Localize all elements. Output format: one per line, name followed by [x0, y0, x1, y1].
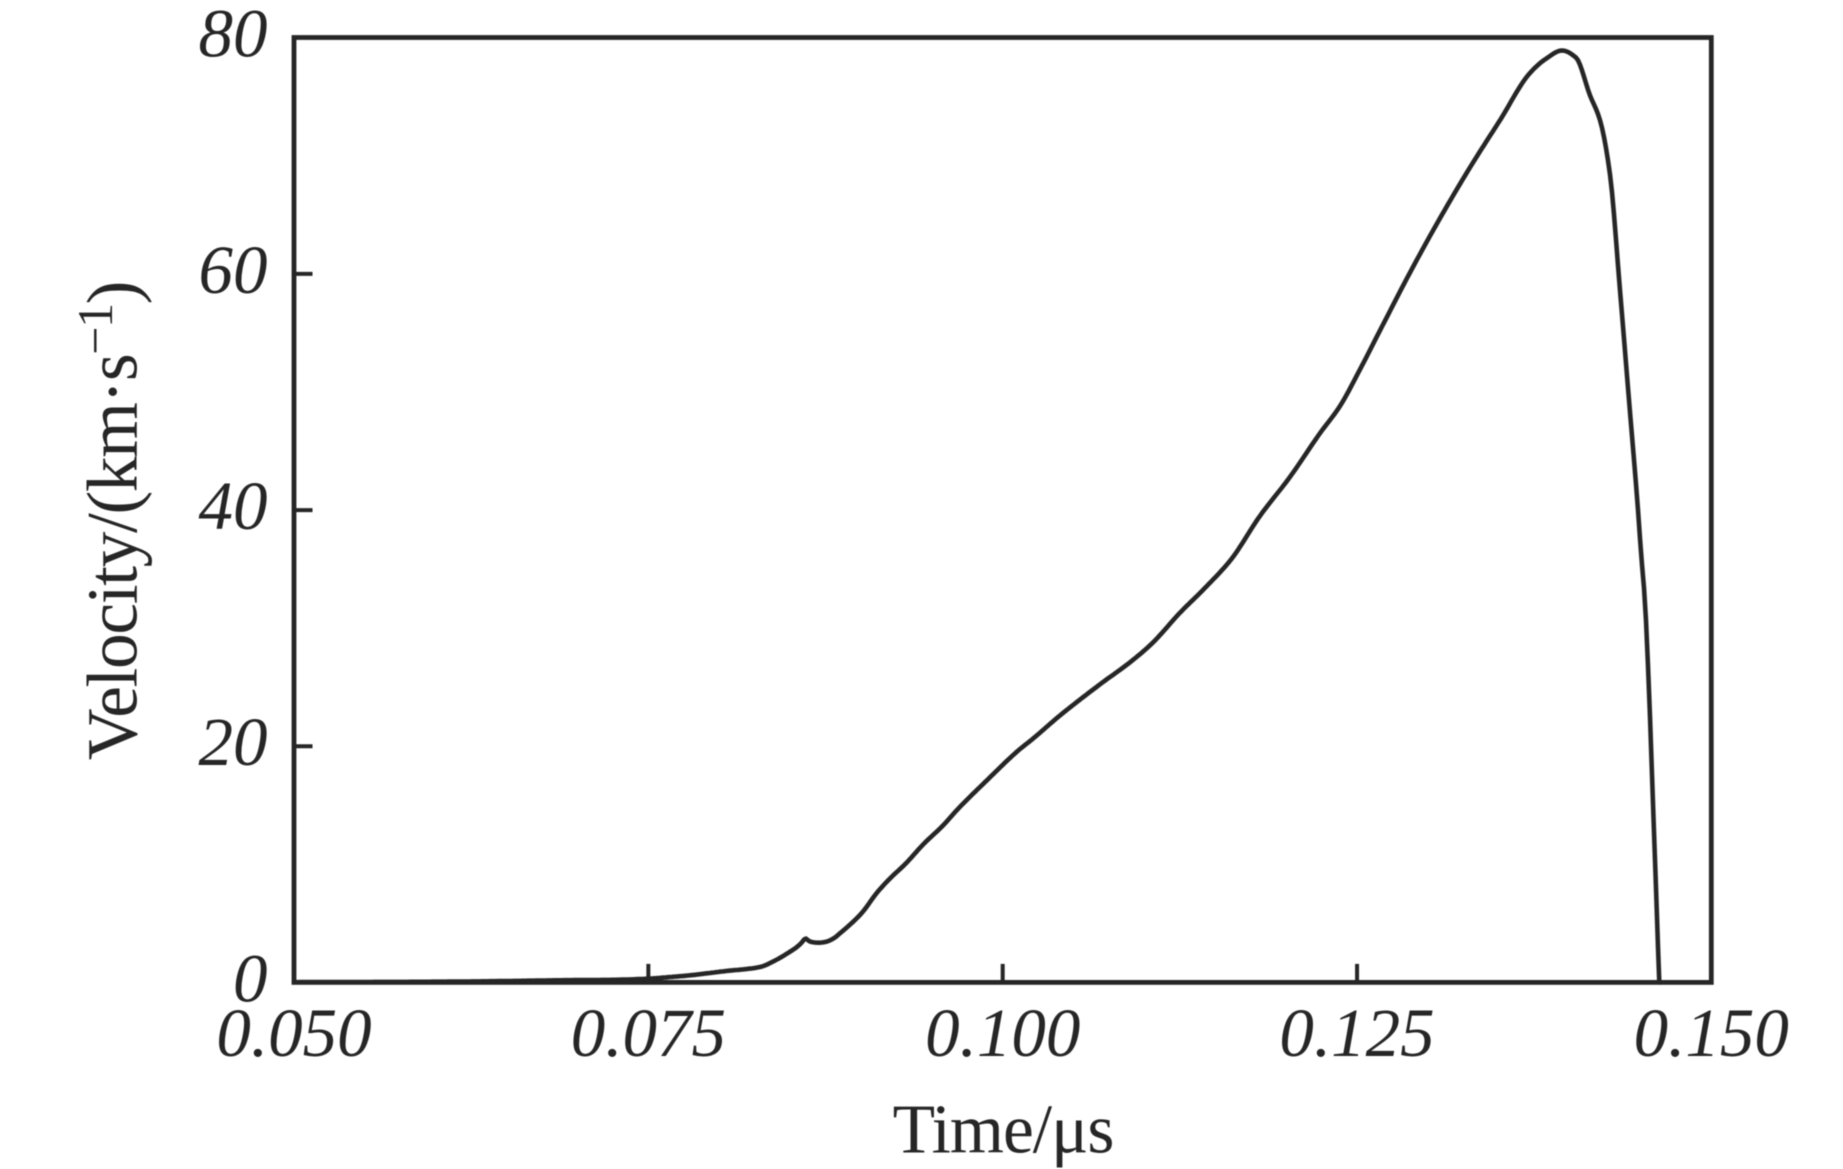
- svg-text:20: 20: [199, 704, 268, 780]
- svg-text:80: 80: [199, 0, 268, 72]
- svg-text:Velocity/(km·s−1): Velocity/(km·s−1): [67, 282, 153, 760]
- svg-text:0: 0: [233, 940, 268, 1016]
- svg-text:0.100: 0.100: [925, 995, 1080, 1071]
- svg-text:Time/μs: Time/μs: [893, 1092, 1114, 1169]
- svg-text:0.050: 0.050: [216, 995, 371, 1071]
- svg-text:0.075: 0.075: [571, 995, 726, 1071]
- svg-text:0.125: 0.125: [1279, 995, 1434, 1071]
- svg-text:0.150: 0.150: [1634, 995, 1789, 1071]
- svg-text:40: 40: [199, 468, 268, 544]
- svg-text:60: 60: [199, 232, 268, 308]
